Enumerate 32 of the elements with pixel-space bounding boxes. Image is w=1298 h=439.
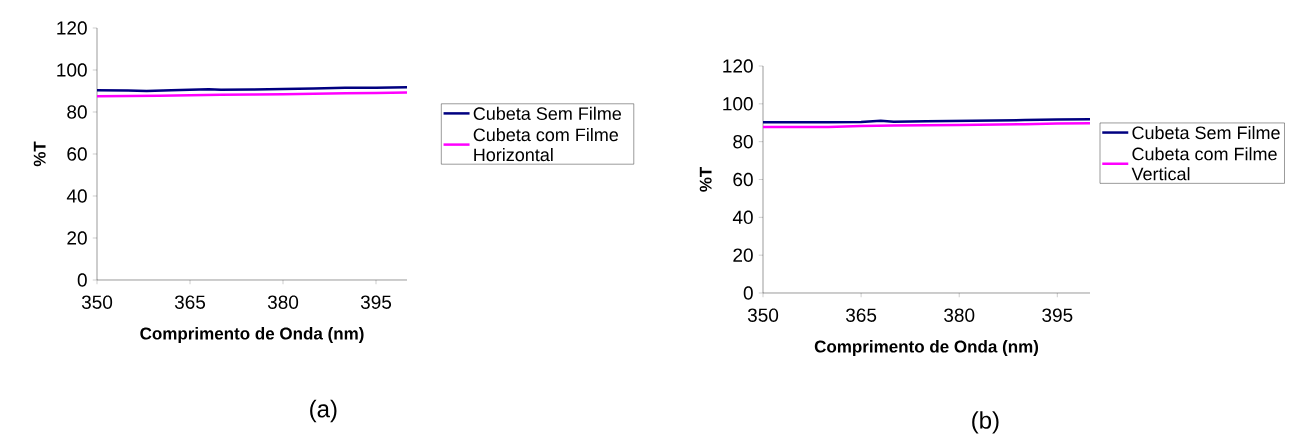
legend-label: Cubeta Sem Filme xyxy=(473,107,622,121)
y-tick-label: 0 xyxy=(743,286,753,300)
x-tick-label: 380 xyxy=(267,295,299,310)
x-tick-label: 365 xyxy=(845,308,877,323)
legend-label: Cubeta com Filme Horizontal xyxy=(473,128,619,162)
y-tick-label: 40 xyxy=(66,189,87,203)
y-tick-label: 100 xyxy=(723,97,753,111)
y-axis-title: %T xyxy=(33,141,46,167)
y-tick-label: 0 xyxy=(77,273,87,287)
y-tick-label: 100 xyxy=(57,63,87,77)
y-tick-label: 20 xyxy=(733,248,753,263)
y-axis-title: %T xyxy=(699,167,712,193)
legend-label: Cubeta Sem Filme xyxy=(1132,126,1280,140)
x-tick-label: 395 xyxy=(1042,308,1073,323)
x-tick-label: 395 xyxy=(360,295,392,310)
x-tick-label: 380 xyxy=(944,308,975,323)
y-tick-label: 20 xyxy=(67,231,87,245)
y-tick-label: 80 xyxy=(733,135,753,149)
x-tick-label: 365 xyxy=(174,295,206,310)
y-tick-label: 120 xyxy=(57,21,87,35)
y-tick-label: 120 xyxy=(723,59,753,73)
x-axis-title: Comprimento de Onda (nm) xyxy=(814,340,1039,357)
text: (b) xyxy=(972,411,999,434)
x-axis-title: Comprimento de Onda (nm) xyxy=(140,327,364,344)
x-tick-label: 350 xyxy=(747,308,779,323)
y-tick-label: 40 xyxy=(732,210,753,225)
x-tick-label: 350 xyxy=(81,295,113,310)
text: (a) xyxy=(310,400,337,423)
legend-label: Cubeta com Filme Vertical xyxy=(1131,147,1277,181)
y-tick-label: 60 xyxy=(733,172,753,187)
y-tick-label: 80 xyxy=(67,105,87,119)
y-tick-label: 60 xyxy=(67,147,87,161)
